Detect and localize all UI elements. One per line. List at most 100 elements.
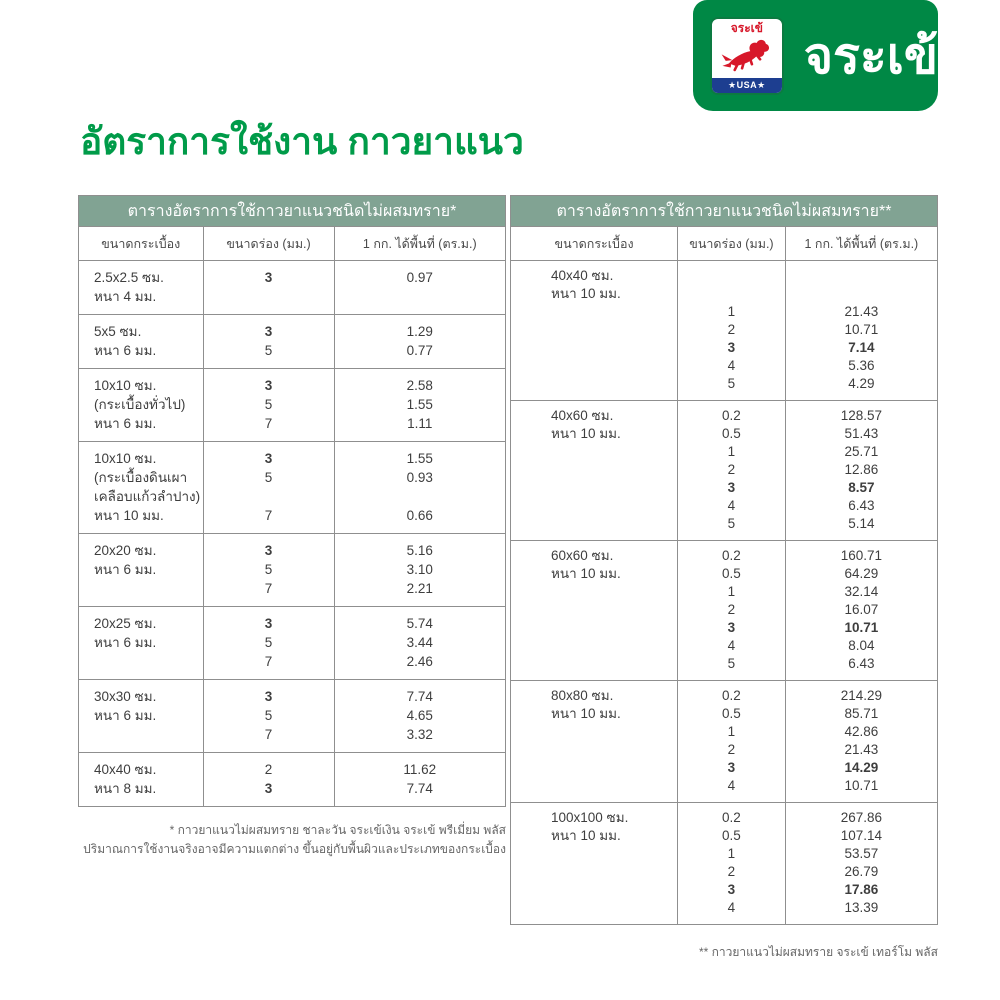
coverage-cell: 2.58 1.55 1.11: [335, 369, 505, 441]
groove-value: 7: [264, 416, 273, 431]
badge-usa-band: ★USA★: [712, 77, 782, 93]
groove-value: 5: [264, 397, 273, 412]
coverage-value: 51.43: [844, 426, 879, 441]
coverage-value: 0.93: [406, 470, 433, 485]
tile-size-line: [511, 461, 677, 479]
groove-value: 2: [727, 864, 736, 879]
tile-size-line: [511, 357, 677, 375]
tile-size-cell: 20x20 ซม. หนา 6 มม.: [79, 534, 203, 606]
tile-size-line: [511, 443, 677, 461]
groove-value: 1: [727, 584, 736, 599]
tile-size-line: [511, 741, 677, 759]
tile-size-line: เคลือบแก้วลำปาง): [94, 489, 201, 504]
groove-value: 4: [727, 778, 736, 793]
coverage-value: [335, 487, 505, 506]
crocodile-icon: [721, 39, 769, 72]
crocodile-badge-icon: จระเข้ ★USA★: [710, 16, 784, 95]
coverage-value: 128.57: [840, 408, 882, 423]
table-column-header-row: ขนาดกระเบื้อง ขนาดร่อง (มม.) 1 กก. ได้พื้น…: [79, 227, 505, 261]
coverage-value: 10.71: [844, 778, 879, 793]
table-row: 10x10 ซม. (กระเบื้องทั่วไป) หนา 6 มม. 3 5 7 2.…: [79, 368, 505, 441]
groove-value: 3: [727, 480, 736, 495]
coverage-value: 64.29: [844, 566, 879, 581]
tile-size-line: [79, 652, 203, 671]
coverage-value: [786, 285, 937, 303]
tile-size-cell: 40x40 ซม. หนา 8 มม.: [79, 753, 203, 806]
table-box: ขนาดกระเบื้อง ขนาดร่อง (มม.) 1 กก. ได้พื้น…: [78, 226, 506, 807]
coverage-value: [786, 267, 937, 285]
groove-value: 7: [264, 727, 273, 742]
tile-size-line: หนา 10 มม.: [551, 706, 621, 721]
tile-size-line: หนา 10 มม.: [94, 508, 164, 523]
groove-value: [204, 487, 334, 506]
tile-size-line: [511, 515, 677, 533]
groove-value: [204, 287, 334, 306]
tile-size-line: [511, 479, 677, 497]
coverage-value: 14.29: [844, 760, 879, 775]
table-row: 30x30 ซม. หนา 6 มม. 3 5 7 7.74 4.65 3.32: [79, 679, 505, 752]
tile-size-line: หนา 10 มม.: [551, 828, 621, 843]
tile-size-line: 20x25 ซม.: [94, 616, 157, 631]
tile-size-cell: 2.5x2.5 ซม. หนา 4 มม.: [79, 261, 203, 314]
table-row: 80x80 ซม. หนา 10 มม. 0.2 0.5 1 2 3 4 214.29 85.7…: [511, 680, 937, 802]
tables-area: ตารางอัตราการใช้กาวยาแนวชนิดไม่ผสมทราย* …: [78, 195, 938, 962]
groove-value: 1: [727, 444, 736, 459]
coverage-value: 267.86: [840, 810, 882, 825]
table-body: 2.5x2.5 ซม. หนา 4 มม. 3 0.97 5x5 ซม. หนา 6 …: [79, 261, 505, 806]
coverage-value: 8.57: [848, 480, 875, 495]
groove-value: 5: [264, 562, 273, 577]
column-header: 1 กก. ได้พื้นที่ (ตร.ม.): [362, 237, 477, 251]
coverage-value: 17.86: [844, 882, 879, 897]
groove-value: 3: [264, 324, 273, 339]
groove-size-cell: 0.2 0.5 1 2 3 4: [677, 681, 786, 802]
groove-size-cell: 3 5 7: [202, 680, 335, 752]
groove-value: 5: [264, 708, 273, 723]
tile-size-cell: 40x60 ซม. หนา 10 มม.: [511, 401, 677, 540]
table-footnotes: * กาวยาแนวไม่ผสมทราย ชาละวัน จระเข้เงิน …: [78, 821, 506, 859]
groove-value: 2: [727, 602, 736, 617]
coverage-value: 1.55: [406, 397, 433, 412]
groove-value: 2: [727, 462, 736, 477]
table-row: 40x40 ซม. หนา 8 มม. 2 3 11.62 7.74: [79, 752, 505, 806]
groove-size-cell: 3: [202, 261, 335, 314]
groove-value: 3: [264, 378, 273, 393]
tile-size-line: (กระเบื้องดินเผา: [94, 470, 188, 485]
tile-size-line: [511, 303, 677, 321]
tile-size-line: หนา 8 มม.: [94, 781, 157, 796]
coverage-value: 5.14: [848, 516, 875, 531]
tile-size-line: หนา 10 มม.: [551, 286, 621, 301]
tile-size-line: หนา 6 มม.: [94, 416, 157, 431]
coverage-cell: 0.97: [335, 261, 505, 314]
groove-value: 7: [264, 581, 273, 596]
coverage-value: 6.43: [848, 656, 875, 671]
groove-size-cell: 0.2 0.5 1 2 3 4 5: [677, 541, 786, 680]
coverage-value: 53.57: [844, 846, 879, 861]
tile-size-cell: 100x100 ซม. หนา 10 มม.: [511, 803, 677, 924]
coverage-cell: 11.62 7.74: [335, 753, 505, 806]
tile-size-line: [511, 863, 677, 881]
groove-value: 7: [264, 508, 273, 523]
coverage-value: 7.74: [406, 781, 433, 796]
groove-value: 3: [264, 451, 273, 466]
tile-size-line: [511, 375, 677, 393]
tile-size-line: [511, 321, 677, 339]
groove-size-cell: 0.2 0.5 1 2 3 4 5: [677, 401, 786, 540]
coverage-value: 0.77: [406, 343, 433, 358]
coverage-value: 0.66: [406, 508, 433, 523]
groove-value: 1: [727, 724, 736, 739]
tile-size-line: 40x40 ซม.: [94, 762, 157, 777]
coverage-value: 3.44: [406, 635, 433, 650]
groove-value: 3: [264, 689, 273, 704]
groove-value: 5: [727, 656, 736, 671]
tile-size-line: หนา 6 มม.: [94, 562, 157, 577]
groove-size-cell: 0.2 0.5 1 2 3 4: [677, 803, 786, 924]
coverage-value: 1.11: [407, 416, 433, 431]
tile-size-line: [79, 725, 203, 744]
grout-table-no-sand-1: ตารางอัตราการใช้กาวยาแนวชนิดไม่ผสมทราย* …: [78, 195, 506, 859]
coverage-value: 4.29: [848, 376, 875, 391]
coverage-value: 85.71: [844, 706, 879, 721]
column-header: 1 กก. ได้พื้นที่ (ตร.ม.): [804, 237, 919, 251]
coverage-value: 25.71: [844, 444, 879, 459]
table-row: 40x40 ซม. หนา 10 มม. 1 2 3 4 5 21.43 10.71 7.14…: [511, 261, 937, 400]
